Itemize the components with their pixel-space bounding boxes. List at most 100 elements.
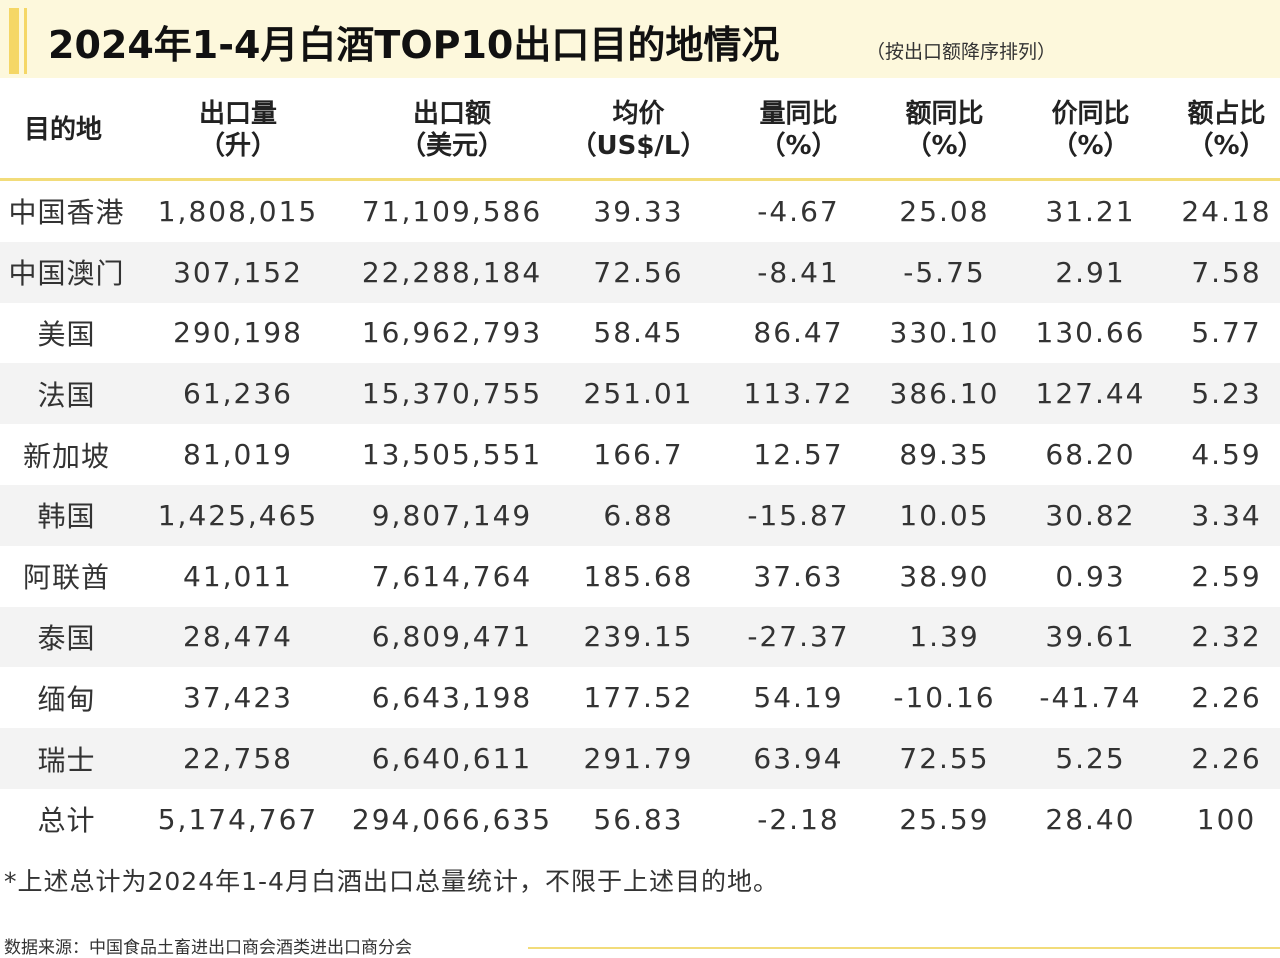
cell-avg-price: 166.7: [593, 438, 684, 472]
data-source: 数据来源：中国食品土畜进出口商会酒类进出口商分会: [4, 938, 412, 958]
cell-value-share: 100: [1196, 802, 1257, 836]
cell-value-share: 5.77: [1191, 316, 1262, 350]
cell-value: 6,643,198: [371, 681, 533, 715]
cell-volume-yoy: 12.57: [753, 438, 844, 472]
cell-value-yoy: 25.59: [899, 802, 990, 836]
header-value-share: 额占比 （%）: [1173, 82, 1280, 181]
cell-price-yoy: 30.82: [1008, 484, 1173, 546]
cell-volume-yoy: -27.37: [716, 606, 881, 668]
footnote: *上述总计为2024年1-4月白酒出口总量统计，不限于上述目的地。: [4, 867, 779, 896]
cell-volume: 307,152: [133, 241, 343, 303]
cell-volume: 28,474: [133, 606, 343, 668]
cell-destination: 中国澳门: [0, 241, 133, 303]
cell-value-yoy: -5.75: [881, 241, 1008, 303]
cell-volume-yoy: -4.67: [757, 194, 840, 228]
cell-destination: 瑞士: [0, 728, 133, 789]
export-table: 目的地 出口量 （升） 出口额 （美元） 均价 （US$/L） 量同比 （%） 额同比（…: [0, 82, 1280, 850]
cell-destination: 缅甸: [37, 682, 96, 716]
cell-volume-yoy: 37.63: [753, 559, 844, 593]
cell-value-yoy: 38.90: [899, 559, 990, 593]
page-subtitle: （按出口额降序排列）: [866, 41, 1057, 63]
cell-value: 6,640,611: [343, 728, 561, 789]
cell-avg-price: 58.45: [593, 316, 684, 350]
cell-value: 13,505,551: [361, 438, 543, 472]
cell-destination: 中国香港: [8, 196, 125, 230]
cell-destination: 新加坡: [22, 439, 110, 473]
cell-price-yoy: 28.40: [1045, 802, 1136, 836]
header-export-value: 出口额 （美元）: [343, 82, 561, 181]
table-row: 新加坡 81,019 13,505,551 166.7 12.57 89.35 68.20 4…: [0, 424, 1280, 485]
table-row: 中国香港 1,808,015 71,109,586 39.33 -4.67 25.08 31…: [0, 180, 1280, 242]
cell-value-share: 5.23: [1173, 363, 1280, 425]
cell-value-yoy: 72.55: [881, 728, 1008, 789]
title-bar: [0, 0, 1280, 78]
cell-value: 294,066,635: [351, 802, 553, 836]
cell-volume: 22,758: [133, 728, 343, 789]
table-row: 中国澳门 307,152 22,288,184 72.56 -8.41 -5.75 2.91…: [0, 241, 1280, 303]
table-row: 瑞士 22,758 6,640,611 291.79 63.94 72.55 5.25 2.2…: [0, 728, 1280, 789]
table-header-row: 目的地 出口量 （升） 出口额 （美元） 均价 （US$/L） 量同比 （%） 额同比（…: [0, 82, 1280, 181]
cell-destination: 美国: [37, 317, 96, 351]
cell-volume: 1,808,015: [157, 194, 319, 228]
table-row: 韩国 1,425,465 9,807,149 6.88 -15.87 10.05 30.82…: [0, 484, 1280, 546]
cell-destination: 总计: [37, 804, 96, 838]
cell-volume: 37,423: [183, 681, 293, 715]
cell-volume: 290,198: [173, 316, 303, 350]
cell-volume-yoy: 63.94: [716, 728, 881, 789]
cell-value: 16,962,793: [361, 316, 543, 350]
cell-value-yoy: -10.16: [893, 681, 996, 715]
cell-value-yoy: 10.05: [881, 484, 1008, 546]
cell-avg-price: 72.56: [561, 241, 716, 303]
table-row: 泰国 28,474 6,809,471 239.15 -27.37 1.39 39.61 2.…: [0, 606, 1280, 668]
cell-volume-yoy: 113.72: [716, 363, 881, 425]
table-row: 阿联酋 41,011 7,614,764 185.68 37.63 38.90 0.93 2.…: [0, 546, 1280, 607]
cell-price-yoy: 130.66: [1035, 316, 1146, 350]
cell-price-yoy: 127.44: [1008, 363, 1173, 425]
cell-volume-yoy: -2.18: [757, 802, 840, 836]
cell-destination: 泰国: [0, 606, 133, 668]
cell-value: 15,370,755: [343, 363, 561, 425]
header-destination: 目的地: [0, 82, 133, 181]
cell-destination: 法国: [0, 363, 133, 425]
cell-value-share: 24.18: [1181, 194, 1272, 228]
cell-price-yoy: 68.20: [1045, 438, 1136, 472]
cell-volume-yoy: 54.19: [753, 681, 844, 715]
cell-value-yoy: 1.39: [881, 606, 1008, 668]
cell-avg-price: 6.88: [561, 484, 716, 546]
cell-value: 22,288,184: [343, 241, 561, 303]
header-export-volume: 出口量 （升）: [133, 82, 343, 181]
cell-volume-yoy: -15.87: [716, 484, 881, 546]
header-value-yoy: 额同比 （%）: [881, 82, 1008, 181]
cell-destination: 阿联酋: [22, 561, 110, 595]
page-title: 2024年1-4月白酒TOP10出口目的地情况: [48, 23, 780, 67]
cell-value: 6,809,471: [343, 606, 561, 668]
table-body: 中国香港 1,808,015 71,109,586 39.33 -4.67 25.08 31…: [0, 180, 1280, 850]
cell-avg-price: 56.83: [593, 802, 684, 836]
title-accent-line: [24, 8, 27, 74]
cell-destination: 韩国: [0, 484, 133, 546]
cell-value-yoy: 330.10: [889, 316, 1000, 350]
table-row: 缅甸 37,423 6,643,198 177.52 54.19 -10.16 -41.74…: [0, 667, 1280, 728]
cell-value-share: 2.32: [1173, 606, 1280, 668]
cell-avg-price: 239.15: [561, 606, 716, 668]
table-row: 美国 290,198 16,962,793 58.45 86.47 330.10 130.6…: [0, 303, 1280, 364]
table-row: 总计 5,174,767 294,066,635 56.83 -2.18 25.59 28.…: [0, 789, 1280, 850]
cell-price-yoy: 31.21: [1045, 194, 1136, 228]
cell-price-yoy: 39.61: [1008, 606, 1173, 668]
cell-value: 71,109,586: [361, 194, 543, 228]
header-avg-price: 均价 （US$/L）: [561, 82, 716, 181]
cell-price-yoy: 0.93: [1055, 559, 1126, 593]
cell-avg-price: 185.68: [583, 559, 694, 593]
cell-volume: 5,174,767: [157, 802, 319, 836]
cell-value-yoy: 89.35: [899, 438, 990, 472]
cell-avg-price: 291.79: [561, 728, 716, 789]
cell-value: 7,614,764: [371, 559, 533, 593]
cell-volume-yoy: -8.41: [716, 241, 881, 303]
cell-volume-yoy: 86.47: [753, 316, 844, 350]
cell-volume: 1,425,465: [133, 484, 343, 546]
cell-value-share: 4.59: [1191, 438, 1262, 472]
cell-avg-price: 39.33: [593, 194, 684, 228]
cell-value-yoy: 25.08: [899, 194, 990, 228]
source-divider: [528, 947, 1280, 949]
title-accent-bar: [9, 8, 19, 74]
